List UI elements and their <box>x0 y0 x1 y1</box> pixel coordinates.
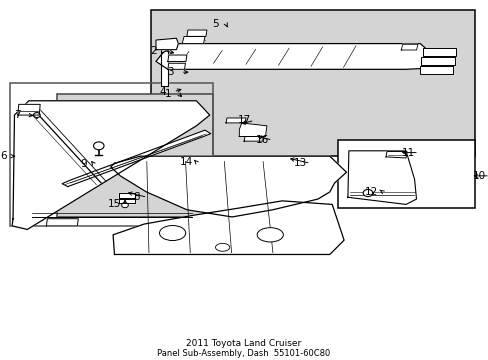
Bar <box>420 66 452 73</box>
Text: 16: 16 <box>255 135 268 145</box>
Polygon shape <box>119 193 134 198</box>
Text: 14: 14 <box>179 157 192 167</box>
Polygon shape <box>182 36 204 44</box>
Polygon shape <box>239 123 266 136</box>
Polygon shape <box>110 156 346 217</box>
Text: Panel Sub-Assembly, Dash  55101-60C80: Panel Sub-Assembly, Dash 55101-60C80 <box>157 349 330 358</box>
Polygon shape <box>161 49 167 86</box>
Polygon shape <box>12 101 209 229</box>
Bar <box>420 57 454 65</box>
Polygon shape <box>46 219 78 226</box>
Circle shape <box>34 113 40 118</box>
Bar <box>10 83 213 226</box>
Bar <box>57 94 213 217</box>
Polygon shape <box>244 136 264 141</box>
Ellipse shape <box>257 228 283 242</box>
Polygon shape <box>119 199 134 203</box>
Ellipse shape <box>159 225 185 240</box>
Text: 12: 12 <box>365 186 378 197</box>
Text: 4: 4 <box>160 87 166 97</box>
Polygon shape <box>225 118 245 123</box>
Text: 15: 15 <box>108 199 121 210</box>
Polygon shape <box>62 130 210 186</box>
Text: 8: 8 <box>133 192 140 202</box>
Text: 7: 7 <box>15 110 21 120</box>
Polygon shape <box>401 44 417 50</box>
Text: 9: 9 <box>80 159 87 170</box>
Text: 5: 5 <box>212 19 218 29</box>
Text: 1: 1 <box>164 89 171 99</box>
Polygon shape <box>347 151 416 204</box>
Text: 11: 11 <box>401 148 414 158</box>
Text: 6: 6 <box>0 151 7 161</box>
Text: 3: 3 <box>166 67 173 77</box>
Polygon shape <box>385 152 406 158</box>
Circle shape <box>363 189 372 197</box>
Polygon shape <box>167 63 185 69</box>
Text: 2011 Toyota Land Cruiser: 2011 Toyota Land Cruiser <box>186 339 301 348</box>
Bar <box>422 48 455 56</box>
Polygon shape <box>113 201 344 255</box>
Polygon shape <box>167 55 186 62</box>
Polygon shape <box>186 30 206 36</box>
Circle shape <box>122 203 128 208</box>
Text: 13: 13 <box>293 158 306 168</box>
Ellipse shape <box>215 243 229 251</box>
Text: 17: 17 <box>237 116 250 125</box>
Polygon shape <box>156 38 178 50</box>
Polygon shape <box>156 44 431 69</box>
Bar <box>338 140 474 208</box>
Text: 10: 10 <box>472 171 485 181</box>
Circle shape <box>93 142 104 150</box>
Text: 2: 2 <box>150 46 157 56</box>
Bar <box>151 10 474 156</box>
Polygon shape <box>18 104 40 115</box>
